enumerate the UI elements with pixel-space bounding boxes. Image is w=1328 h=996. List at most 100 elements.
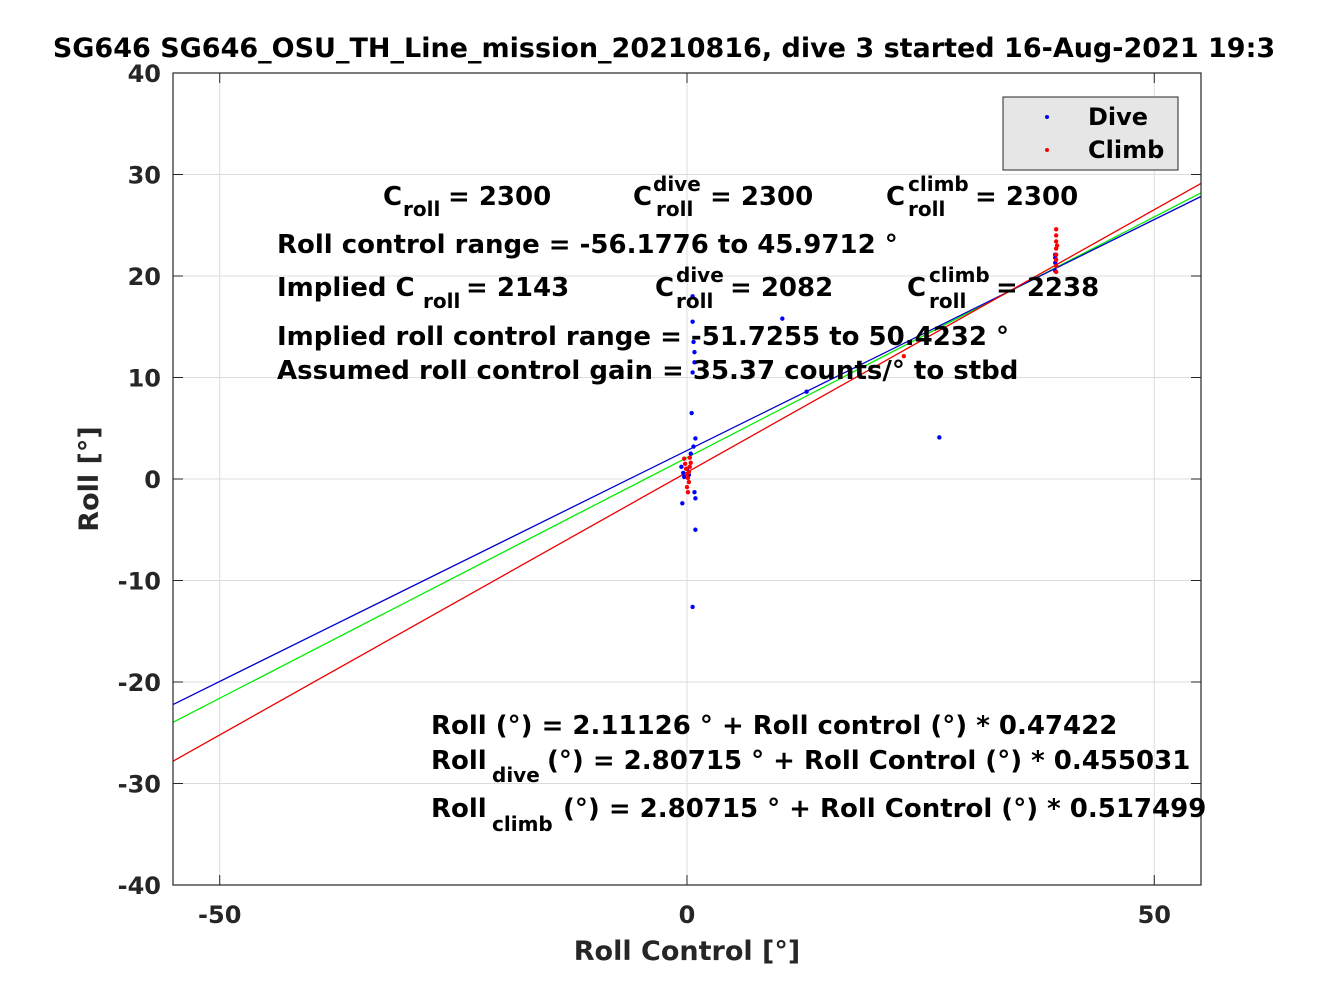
point-climb [1053,239,1059,244]
annotation-implied-climb: C climb roll = 2238 [907,263,1099,313]
legend-dive-label: Dive [1088,103,1148,131]
implied-climb-sub: roll [929,289,966,313]
point-climb [1053,252,1059,257]
legend-climb-label: Climb [1088,136,1164,164]
point-dive [688,451,693,456]
implied-dive-letter: C [655,273,674,303]
c-roll-dive-sub: roll [656,197,693,221]
y-tick-label: -10 [118,568,161,596]
point-climb [901,353,907,359]
svg-text:climb: climb [929,263,990,287]
point-dive [681,474,687,480]
c-roll-climb-value: = 2300 [975,182,1078,212]
point-dive [693,527,698,532]
point-climb [1053,233,1059,238]
y-axis-label: Roll [°] [74,426,105,531]
point-dive [690,319,695,324]
svg-text:dive: dive [653,172,701,196]
svg-text:roll: roll [908,197,945,221]
fit-dive-equation: Roll dive (°) = 2.80715 ° + Roll Control… [431,746,1190,787]
svg-text:(°) = 2.80715 ° + Roll Control: (°) = 2.80715 ° + Roll Control (°) * 0.4… [547,746,1190,776]
annotation-implied: Implied C roll = 2143 [277,273,569,313]
point-dive [693,496,698,501]
point-dive [679,464,684,470]
point-dive [937,435,942,440]
svg-text:Roll: Roll [431,746,487,776]
svg-text:dive: dive [676,263,724,287]
y-tick-label: 30 [128,162,161,190]
svg-text:= 2300: = 2300 [448,182,551,212]
point-dive [693,436,698,441]
point-climb [685,475,691,481]
svg-text:= 2238: = 2238 [996,273,1099,303]
point-dive [692,489,697,495]
implied-dive-value: = 2082 [730,273,833,303]
point-climb [685,489,691,495]
c-roll-sub: roll [403,197,440,221]
svg-text:= 2143: = 2143 [466,273,569,303]
svg-text:(°) = 2.80715 ° + Roll Control: (°) = 2.80715 ° + Roll Control (°) * 0.5… [563,794,1206,824]
c-roll-climb-sub: roll [908,197,945,221]
chart-title: SG646 SG646_OSU_TH_Line_mission_20210816… [53,33,1275,64]
svg-text:roll: roll [656,197,693,221]
point-climb [682,461,688,466]
point-climb [683,466,689,472]
point-climb [1053,269,1059,275]
legend-climb-marker [1045,148,1049,152]
point-climb [686,479,692,485]
fit-dive-rest: (°) = 2.80715 ° + Roll Control (°) * 0.4… [547,746,1190,776]
y-tick-label: -30 [118,771,161,799]
point-climb [688,460,693,465]
c-roll-dive-sup: dive [653,172,701,196]
point-dive [689,410,694,416]
y-tick-label: 20 [128,263,161,291]
point-climb [1053,257,1059,262]
implied-c-label: Implied C [277,273,415,303]
c-roll-letter: C [383,182,402,212]
fit-dive-roll: Roll [431,746,487,776]
c-roll-value: = 2300 [448,182,551,212]
point-dive [681,470,686,476]
svg-text:C: C [655,273,674,303]
fit-climb-roll: Roll [431,794,487,824]
svg-text:roll: roll [929,289,966,313]
svg-text:= 2300: = 2300 [710,182,813,212]
svg-text:roll: roll [423,289,460,313]
svg-text:= 2300: = 2300 [975,182,1078,212]
svg-text:roll: roll [676,289,713,313]
point-climb [1053,263,1059,269]
annotation-c-roll-dive: C dive roll = 2300 [633,172,813,221]
tick-marks [173,72,1201,886]
point-dive [691,444,696,449]
legend-box [1002,96,1179,171]
fit-climb-sub: climb [492,812,553,836]
c-roll-climb-sup: climb [908,172,969,196]
x-tick-label: 50 [1138,901,1171,929]
data-points [679,227,1060,610]
y-tick-label: 40 [128,60,161,88]
implied-c-value: = 2143 [466,273,569,303]
c-roll-dive-value: = 2300 [710,182,813,212]
point-climb [684,484,690,490]
gain-text: Assumed roll control gain = 35.37 counts… [277,356,1018,386]
point-dive [680,501,685,506]
svg-text:dive: dive [492,763,540,787]
svg-text:Implied C: Implied C [277,273,415,303]
svg-text:= 2082: = 2082 [730,273,833,303]
point-climb [1054,243,1060,248]
implied-dive-sub: roll [676,289,713,313]
x-axis-label: Roll Control [°] [574,936,800,967]
fit-dive-sub: dive [492,763,540,787]
point-dive [804,389,809,394]
fit-climb-equation: Roll climb (°) = 2.80715 ° + Roll Contro… [431,794,1206,836]
svg-text:roll: roll [403,197,440,221]
svg-text:climb: climb [492,812,553,836]
point-dive [692,360,697,365]
y-tick-label: 10 [128,365,161,393]
point-dive [691,339,696,345]
point-dive [780,316,785,321]
point-dive [690,604,695,610]
y-tick-label: -20 [118,669,161,697]
implied-range: Implied roll control range = -51.7255 to… [277,322,1009,352]
